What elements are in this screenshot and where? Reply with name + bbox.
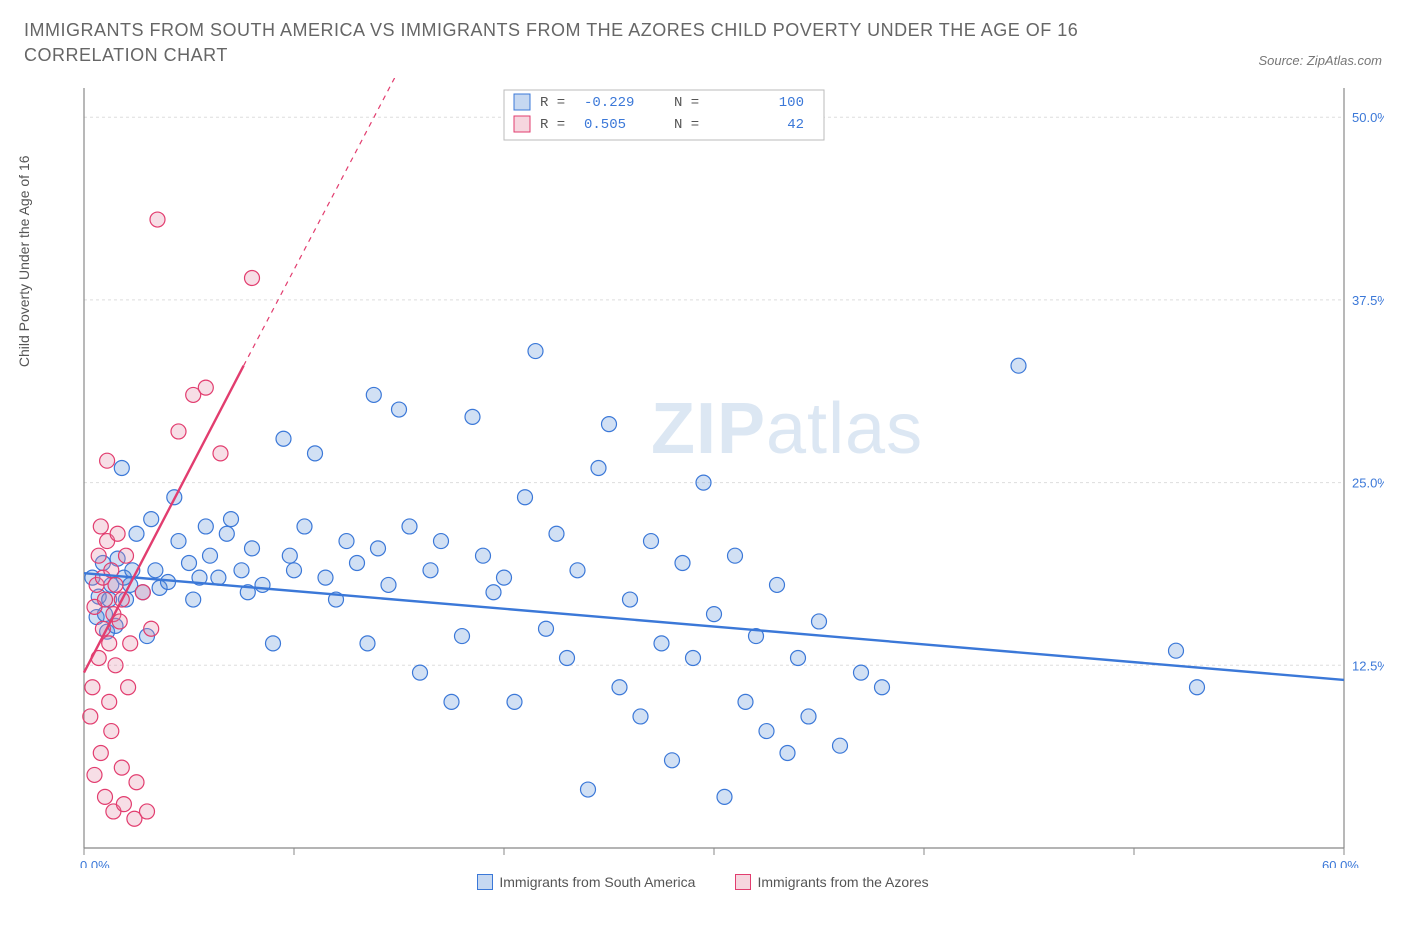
legend-swatch xyxy=(477,874,493,890)
correlation-scatter-chart: 12.5% 25.0% 37.5% 50.0% ZIPatlas 0.0% 60.0% R =… xyxy=(24,78,1384,868)
svg-text:0.505: 0.505 xyxy=(584,117,626,133)
chart-title: IMMIGRANTS FROM SOUTH AMERICA VS IMMIGRA… xyxy=(24,18,1124,68)
svg-text:0.0%: 0.0% xyxy=(80,858,110,868)
svg-text:100: 100 xyxy=(779,95,804,111)
svg-text:12.5%: 12.5% xyxy=(1352,659,1384,674)
svg-text:25.0%: 25.0% xyxy=(1352,476,1384,491)
svg-text:50.0%: 50.0% xyxy=(1352,111,1384,126)
source-label: Source: ZipAtlas.com xyxy=(1258,53,1382,68)
y-axis-label: Child Poverty Under the Age of 16 xyxy=(16,156,32,368)
svg-text:N =: N = xyxy=(674,117,699,133)
legend-item-azores: Immigrants from the Azores xyxy=(735,874,928,890)
svg-text:37.5%: 37.5% xyxy=(1352,293,1384,308)
legend-item-south-america: Immigrants from South America xyxy=(477,874,695,890)
svg-text:N =: N = xyxy=(674,95,699,111)
svg-text:R =: R = xyxy=(540,117,565,133)
svg-text:42: 42 xyxy=(787,117,804,133)
svg-text:R =: R = xyxy=(540,95,565,111)
svg-text:60.0%: 60.0% xyxy=(1322,858,1359,868)
header-row: IMMIGRANTS FROM SOUTH AMERICA VS IMMIGRA… xyxy=(24,18,1382,68)
svg-text:-0.229: -0.229 xyxy=(584,95,634,111)
legend-swatch xyxy=(735,874,751,890)
svg-text:ZIPatlas: ZIPatlas xyxy=(651,389,923,469)
legend-bottom: Immigrants from South America Immigrants… xyxy=(24,874,1382,890)
chart-container: Child Poverty Under the Age of 16 12.5%2… xyxy=(24,78,1382,868)
